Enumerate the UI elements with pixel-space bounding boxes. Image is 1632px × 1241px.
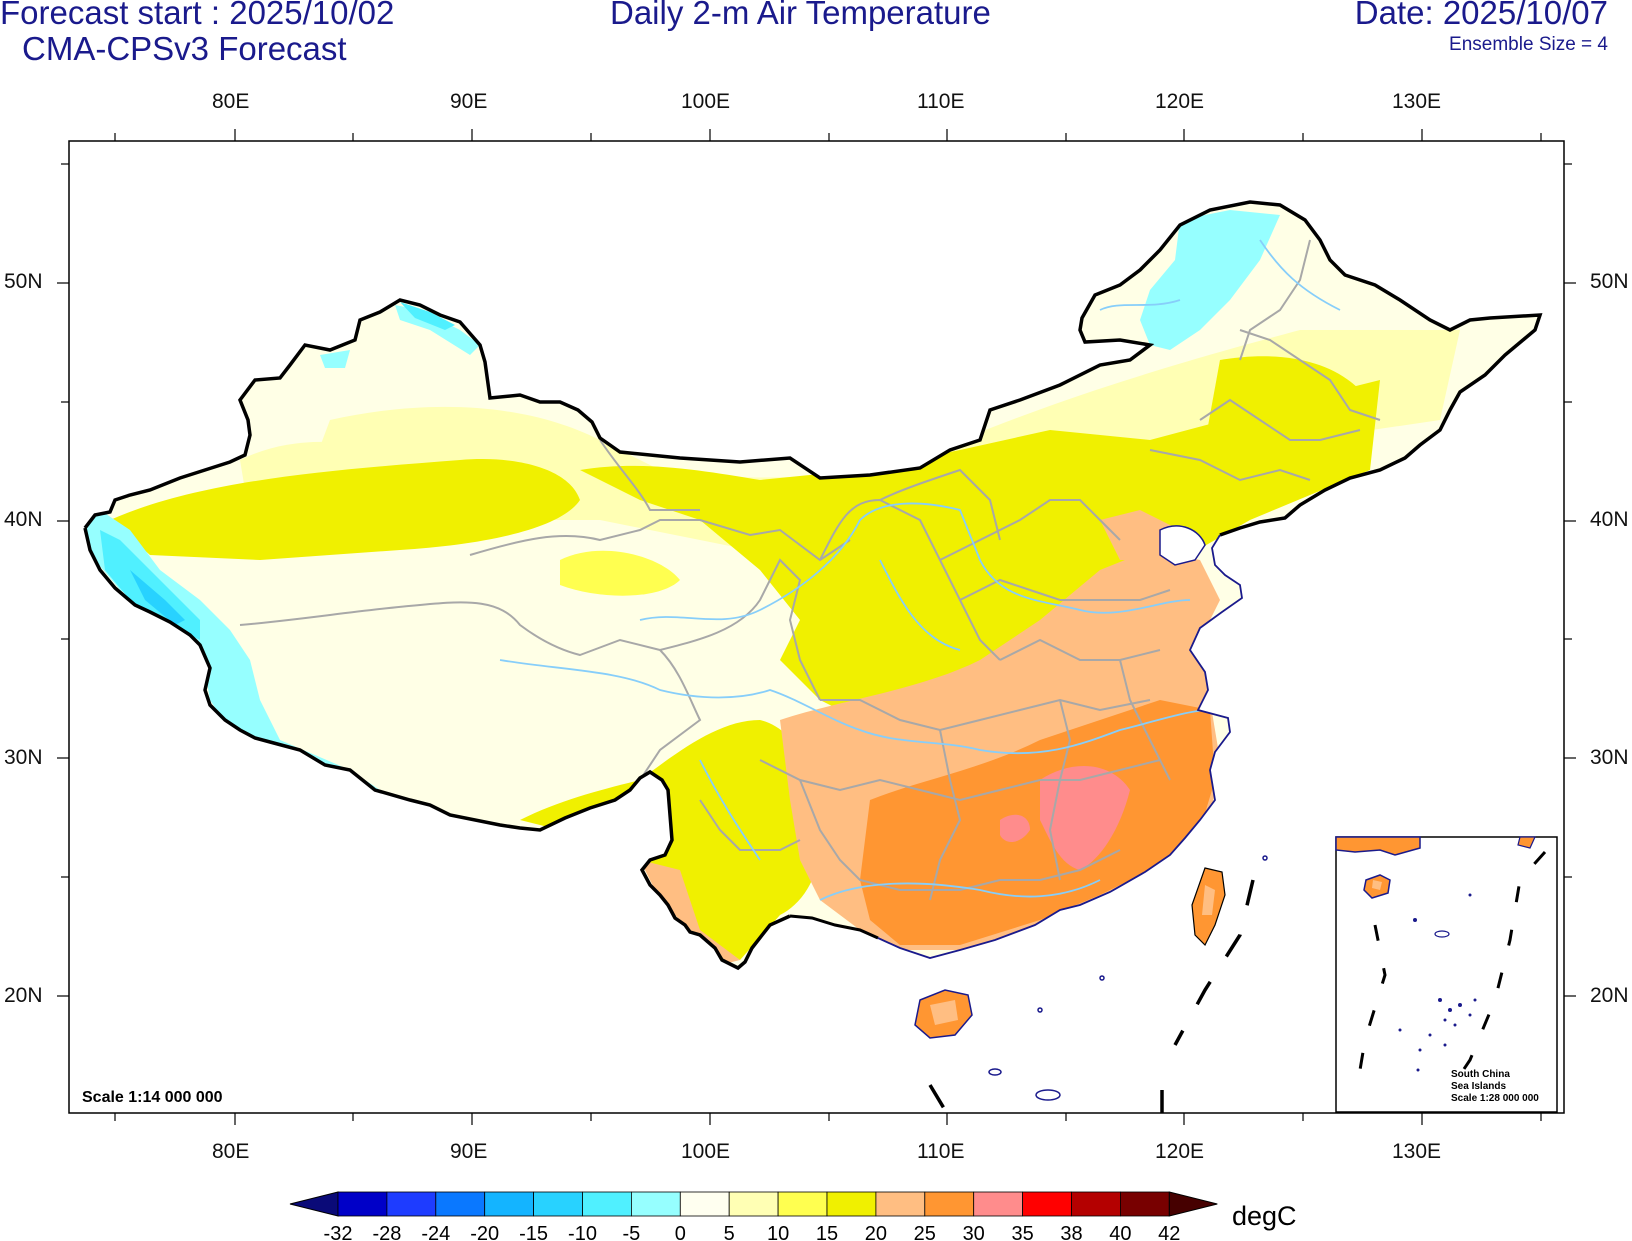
colorbar-box — [484, 1191, 535, 1217]
national-border-north — [83, 200, 1543, 537]
colorbar-box — [533, 1191, 583, 1217]
colorbar-label: 38 — [1060, 1223, 1082, 1241]
colorbar-label: 25 — [914, 1223, 936, 1241]
colorbar-triangle-low — [289, 1191, 339, 1217]
colorbar-label: 40 — [1109, 1223, 1131, 1241]
ensemble-size-label: Ensemble Size = 4 — [1449, 34, 1608, 55]
inset-map: South China Sea Islands Scale 1:28 000 0… — [1335, 836, 1558, 1113]
colorbar-label: 10 — [767, 1223, 789, 1241]
colorbar-box — [337, 1191, 388, 1217]
colorbar-label: 5 — [724, 1223, 735, 1241]
lon-tick-bottom: 110E — [917, 1140, 965, 1163]
colorbar-label: -32 — [324, 1223, 353, 1241]
valid-date-label: Date: 2025/10/07 — [1354, 0, 1608, 31]
lon-tick-top: 100E — [681, 90, 731, 113]
rivers — [499, 239, 1341, 901]
lon-tick-bottom: 90E — [450, 1140, 488, 1163]
lon-tick-top: 80E — [212, 90, 250, 113]
sea-islands — [988, 855, 1268, 1101]
colorbar-box — [679, 1191, 730, 1217]
forecast-start-label: Forecast start : 2025/10/02 — [0, 0, 395, 31]
lon-tick-bottom: 80E — [212, 1140, 250, 1163]
colorbar-box — [777, 1191, 828, 1217]
colorbar-box — [1071, 1191, 1121, 1217]
colorbar-box — [924, 1191, 975, 1217]
colorbar: -32 -28 -24 -20 -15 -10 -5 0 5 10 15 20 25 30 35 38 40 42 — [289, 1191, 1218, 1241]
colorbar-label: 30 — [963, 1223, 985, 1241]
colorbar-label: 20 — [865, 1223, 887, 1241]
bohai-sea — [1159, 525, 1206, 566]
lon-tick-bottom: 120E — [1155, 1140, 1205, 1163]
colorbar-box — [386, 1191, 437, 1217]
lon-tick-top: 120E — [1155, 90, 1205, 113]
lat-tick-left: 50N — [4, 270, 43, 293]
colorbar-triangle-high — [1168, 1191, 1218, 1217]
colorbar-box — [435, 1191, 486, 1217]
map-title: Daily 2-m Air Temperature — [610, 0, 991, 31]
lon-tick-top: 130E — [1392, 90, 1442, 113]
maritime-dashes — [928, 879, 1255, 1113]
inset-label-line2: Sea Islands — [1451, 1081, 1506, 1092]
colorbar-label: 42 — [1158, 1223, 1180, 1241]
colorbar-label: -10 — [568, 1223, 597, 1241]
lon-tick-bottom: 100E — [681, 1140, 731, 1163]
colorbar-box — [875, 1191, 926, 1217]
lon-tick-top: 90E — [450, 90, 488, 113]
colorbar-box — [826, 1191, 877, 1217]
lat-tick-right: 30N — [1590, 746, 1629, 769]
colorbar-label: 0 — [675, 1223, 686, 1241]
lat-tick-left: 40N — [4, 508, 43, 531]
colorbar-label: 15 — [816, 1223, 838, 1241]
map-scale-label: Scale 1:14 000 000 — [82, 1089, 223, 1106]
lat-tick-right: 20N — [1590, 984, 1629, 1007]
colorbar-box — [1022, 1191, 1072, 1217]
colorbar-unit: degC — [1232, 1201, 1297, 1231]
lon-tick-top: 110E — [917, 90, 965, 113]
model-label: CMA-CPSv3 Forecast — [22, 30, 347, 67]
national-border-south — [83, 527, 791, 971]
colorbar-label: 35 — [1011, 1223, 1033, 1241]
lat-tick-right: 40N — [1590, 508, 1629, 531]
colorbar-box — [582, 1191, 632, 1217]
inset-label-line3: Scale 1:28 000 000 — [1451, 1093, 1539, 1104]
colorbar-box — [631, 1191, 681, 1217]
colorbar-label: -5 — [623, 1223, 641, 1241]
province-boundaries — [239, 239, 1381, 901]
colorbar-label: -15 — [519, 1223, 548, 1241]
national-border-vietnam — [789, 914, 879, 940]
coastline — [877, 534, 1243, 959]
lat-tick-left: 30N — [4, 746, 43, 769]
colorbar-label: -20 — [470, 1223, 499, 1241]
colorbar-label: -28 — [372, 1223, 401, 1241]
colorbar-box — [973, 1191, 1024, 1217]
colorbar-box — [728, 1191, 779, 1217]
lat-tick-right: 50N — [1590, 270, 1629, 293]
inset-label-line1: South China — [1451, 1069, 1510, 1080]
lat-tick-left: 20N — [4, 984, 43, 1007]
colorbar-label: -24 — [421, 1223, 450, 1241]
frame-ticks — [57, 129, 1576, 1125]
lon-tick-bottom: 130E — [1392, 1140, 1442, 1163]
colorbar-box — [1120, 1191, 1170, 1217]
